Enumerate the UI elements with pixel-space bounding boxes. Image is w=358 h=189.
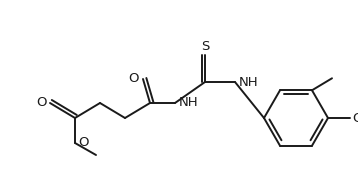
Text: O: O	[78, 136, 88, 149]
Text: NH: NH	[179, 97, 199, 109]
Text: O: O	[129, 73, 139, 85]
Text: NH: NH	[239, 75, 258, 88]
Text: O: O	[37, 97, 47, 109]
Text: Cl: Cl	[352, 112, 358, 125]
Text: S: S	[201, 40, 209, 53]
